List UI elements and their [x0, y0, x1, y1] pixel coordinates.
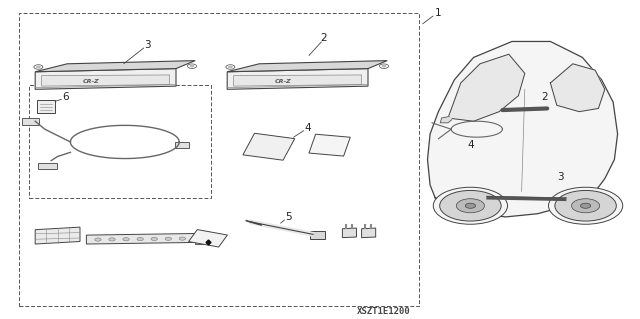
Circle shape — [137, 237, 143, 241]
Text: 6: 6 — [63, 92, 69, 102]
Circle shape — [555, 190, 616, 221]
Circle shape — [380, 64, 388, 69]
Circle shape — [188, 64, 196, 69]
FancyBboxPatch shape — [22, 118, 39, 125]
Polygon shape — [42, 75, 170, 86]
Bar — [37, 100, 55, 113]
Polygon shape — [234, 75, 362, 86]
FancyBboxPatch shape — [38, 163, 57, 169]
Polygon shape — [227, 61, 387, 72]
Circle shape — [190, 65, 194, 67]
FancyBboxPatch shape — [175, 142, 189, 148]
Circle shape — [179, 237, 186, 240]
Circle shape — [36, 66, 40, 68]
Circle shape — [572, 199, 600, 213]
Circle shape — [95, 238, 101, 241]
Polygon shape — [35, 69, 176, 89]
Polygon shape — [362, 228, 376, 238]
Circle shape — [34, 65, 43, 69]
FancyBboxPatch shape — [310, 231, 325, 239]
Bar — [19, 13, 419, 306]
Circle shape — [580, 203, 591, 208]
Circle shape — [440, 190, 501, 221]
Circle shape — [433, 187, 508, 224]
Text: 3: 3 — [557, 172, 563, 182]
Text: CR-Z: CR-Z — [83, 79, 100, 84]
Polygon shape — [86, 234, 195, 244]
Polygon shape — [189, 230, 227, 247]
Text: 1: 1 — [435, 8, 442, 18]
FancyBboxPatch shape — [195, 236, 204, 244]
Polygon shape — [35, 61, 195, 72]
Polygon shape — [448, 54, 525, 121]
Circle shape — [226, 65, 235, 69]
Circle shape — [109, 238, 115, 241]
Text: 5: 5 — [285, 212, 291, 222]
Polygon shape — [550, 64, 605, 112]
Text: 3: 3 — [144, 40, 150, 50]
Circle shape — [151, 237, 157, 241]
Circle shape — [123, 238, 129, 241]
Text: 2: 2 — [541, 92, 547, 102]
Text: CR-Z: CR-Z — [275, 79, 292, 84]
Circle shape — [465, 203, 476, 208]
Polygon shape — [309, 134, 350, 156]
Polygon shape — [227, 69, 368, 89]
Circle shape — [548, 187, 623, 224]
Text: 4: 4 — [467, 140, 474, 150]
Polygon shape — [440, 116, 452, 123]
Text: XSZT1E1200: XSZT1E1200 — [357, 307, 411, 315]
Polygon shape — [243, 133, 294, 160]
Polygon shape — [342, 228, 356, 238]
Circle shape — [456, 199, 484, 213]
Circle shape — [382, 65, 386, 67]
Text: 4: 4 — [304, 122, 310, 133]
Bar — [29, 85, 211, 198]
Circle shape — [165, 237, 172, 241]
Text: 2: 2 — [320, 33, 326, 43]
Polygon shape — [35, 227, 80, 244]
Circle shape — [228, 66, 232, 68]
Polygon shape — [428, 41, 618, 217]
